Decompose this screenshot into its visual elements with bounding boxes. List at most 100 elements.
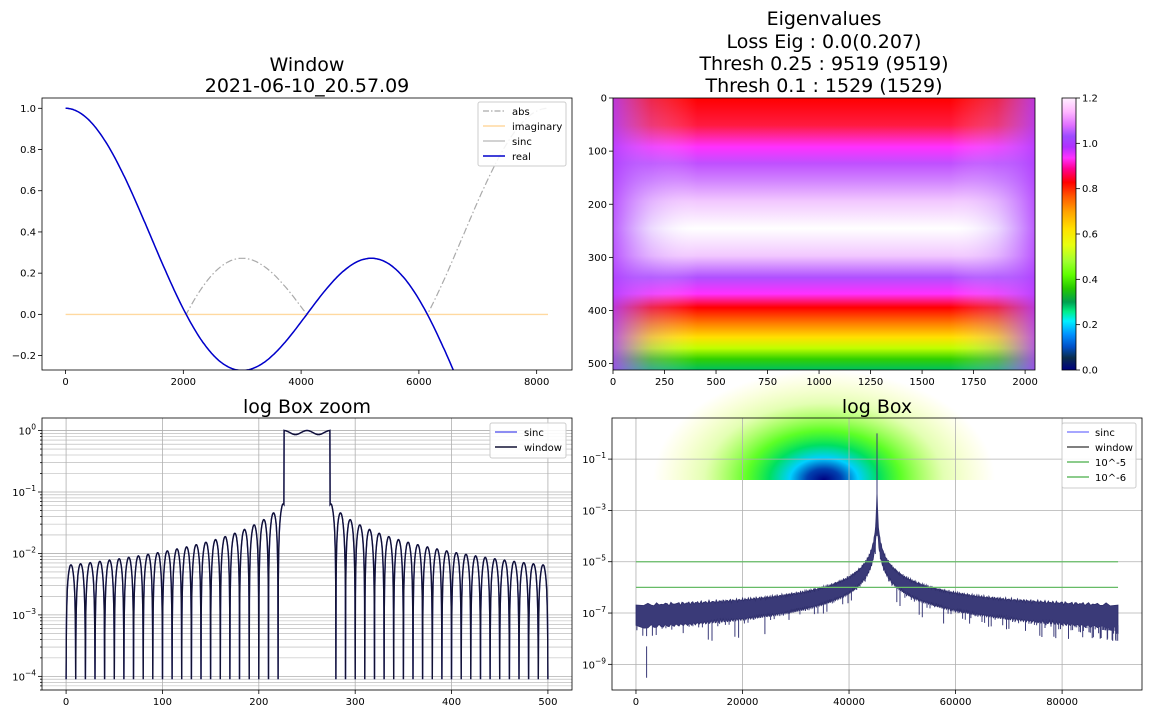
series-line-real bbox=[65, 107, 455, 370]
log-box-legend: sinc window 10^-5 10^-6 bbox=[1061, 422, 1137, 489]
y-tick-label: 100 bbox=[588, 147, 607, 158]
colorbar-ticks: 0.0 0.2 0.4 0.6 0.8 1.0 1.2 bbox=[1076, 94, 1098, 377]
y-tick-label: 0.6 bbox=[20, 186, 36, 197]
legend-label-10^-5: 10^-5 bbox=[1095, 458, 1126, 469]
y-tick-label: 300 bbox=[588, 253, 607, 264]
colorbar-tick-label: 0.8 bbox=[1082, 184, 1098, 195]
window-title-line-1: Window bbox=[270, 54, 345, 76]
y-tick-label: 10−5 bbox=[582, 554, 606, 569]
x-tick-label: 1000 bbox=[806, 377, 831, 388]
legend-label-10^-6: 10^-6 bbox=[1095, 473, 1126, 484]
window-legend: abs imaginary sinc real bbox=[477, 101, 567, 167]
x-tick-label: 60000 bbox=[940, 697, 972, 708]
series-noise-window bbox=[636, 433, 1119, 678]
y-tick-label: 100 bbox=[18, 423, 36, 438]
y-tick-label: 10−1 bbox=[582, 451, 606, 466]
colorbar-tick-label: 0.0 bbox=[1082, 366, 1098, 377]
eigenvalues-title-line-4: Thresh 0.1 : 1529 (1529) bbox=[705, 75, 943, 97]
eigenvalues-title-line-2: Loss Eig : 0.0(0.207) bbox=[727, 31, 922, 53]
x-tick-label: 200 bbox=[249, 697, 268, 708]
eigenvalues-panel: Eigenvalues Loss Eig : 0.0(0.207) Thresh… bbox=[588, 8, 1098, 480]
y-tick-label: 10−2 bbox=[12, 545, 36, 560]
log-box-zoom-grid bbox=[42, 418, 572, 691]
colorbar-tick-label: 0.4 bbox=[1082, 275, 1098, 286]
legend-label-sinc: sinc bbox=[512, 137, 532, 148]
colorbar-tick-label: 1.0 bbox=[1082, 139, 1098, 150]
y-tick-label: 1.0 bbox=[20, 104, 36, 115]
eigenvalues-title-line-3: Thresh 0.25 : 9519 (9519) bbox=[698, 53, 948, 75]
window-plot-area bbox=[65, 107, 548, 370]
log-box-zoom-ticks: 0 100 200 300 400 500 10−4 10−3 10−2 10−1 100 bbox=[12, 423, 557, 708]
x-tick-label: 2000 bbox=[1012, 377, 1037, 388]
x-tick-label: 250 bbox=[655, 377, 674, 388]
y-tick-label: 0.8 bbox=[20, 145, 36, 156]
window-axes-frame bbox=[41, 97, 573, 371]
y-tick-label: 10−7 bbox=[582, 605, 606, 620]
x-tick-label: 0 bbox=[63, 697, 69, 708]
y-tick-label: 0.2 bbox=[20, 269, 36, 280]
x-tick-label: 6000 bbox=[406, 377, 431, 388]
x-tick-label: 4000 bbox=[288, 377, 313, 388]
x-tick-label: 400 bbox=[442, 697, 461, 708]
x-tick-label: 0 bbox=[633, 697, 639, 708]
x-tick-label: 500 bbox=[706, 377, 725, 388]
eigenvalues-axes-frame bbox=[612, 97, 1036, 371]
series-line-sinc bbox=[65, 429, 549, 680]
colorbar-tick-label: 0.6 bbox=[1082, 230, 1098, 241]
y-tick-label: 0 bbox=[601, 94, 607, 105]
window-ticks: 0 2000 4000 6000 8000 −0.2 0.0 0.2 0.4 0.6 0.8 1.0 bbox=[12, 104, 550, 388]
window-panel: Window 2021-06-10_20.57.09 0 2000 4000 6000… bbox=[12, 54, 573, 388]
y-tick-label: 10−4 bbox=[12, 668, 36, 683]
log-box-zoom-plot-area bbox=[65, 429, 549, 680]
legend-label-sinc: sinc bbox=[524, 428, 544, 439]
log-box-zoom-panel: log Box zoom 0 100 200 300 400 500 10−4 10−3 10−… bbox=[12, 396, 573, 708]
x-tick-label: 2000 bbox=[171, 377, 196, 388]
log-box-zoom-axes-frame bbox=[41, 417, 573, 691]
legend-label-real: real bbox=[512, 152, 531, 163]
y-tick-label: 10−3 bbox=[12, 607, 36, 622]
x-tick-label: 500 bbox=[538, 697, 557, 708]
log-box-zoom-legend: sinc window bbox=[489, 422, 567, 459]
legend-label-imaginary: imaginary bbox=[512, 122, 562, 133]
x-tick-label: 1250 bbox=[858, 377, 883, 388]
eigenvalues-title-line-1: Eigenvalues bbox=[767, 8, 882, 30]
colorbar bbox=[1061, 97, 1077, 371]
x-tick-label: 8000 bbox=[524, 377, 549, 388]
legend-label-sinc: sinc bbox=[1095, 428, 1115, 439]
log-box-plot-area bbox=[635, 433, 1119, 678]
legend-label-abs: abs bbox=[512, 107, 530, 118]
x-tick-label: 40000 bbox=[833, 697, 865, 708]
x-tick-label: 1500 bbox=[909, 377, 934, 388]
colorbar-tick-label: 0.2 bbox=[1082, 320, 1098, 331]
log-box-panel: log Box 0 20000 40000 60000 80000 10−9 10−7 10−… bbox=[582, 396, 1143, 708]
log-box-ticks: 0 20000 40000 60000 80000 10−9 10−7 10−5 10−3 10−… bbox=[582, 451, 1078, 708]
colorbar-tick-label: 1.2 bbox=[1082, 94, 1098, 105]
y-tick-label: 400 bbox=[588, 306, 607, 317]
y-tick-label: 10−3 bbox=[582, 502, 606, 517]
x-tick-label: 100 bbox=[153, 697, 172, 708]
x-tick-label: 20000 bbox=[727, 697, 759, 708]
log-box-title: log Box bbox=[842, 396, 912, 418]
eigenvalues-ticks: 0 250 500 750 1000 1250 1500 1750 2000 0 100 200 300… bbox=[588, 94, 1038, 389]
x-tick-label: 0 bbox=[610, 377, 616, 388]
x-tick-label: 80000 bbox=[1046, 697, 1078, 708]
y-tick-label: 500 bbox=[588, 359, 607, 370]
window-title-line-2: 2021-06-10_20.57.09 bbox=[205, 75, 410, 97]
x-tick-label: 300 bbox=[346, 697, 365, 708]
x-tick-label: 750 bbox=[758, 377, 777, 388]
legend-label-window: window bbox=[524, 443, 562, 454]
log-box-zoom-title: log Box zoom bbox=[243, 396, 371, 418]
y-tick-label: 10−9 bbox=[582, 656, 606, 671]
legend-label-window: window bbox=[1095, 443, 1133, 454]
y-tick-label: 10−1 bbox=[12, 484, 36, 499]
y-tick-label: −0.2 bbox=[12, 351, 36, 362]
y-tick-label: 200 bbox=[588, 200, 607, 211]
x-tick-label: 0 bbox=[62, 377, 68, 388]
series-line-abs bbox=[65, 107, 548, 316]
y-tick-label: 0.4 bbox=[20, 227, 36, 238]
log-box-axes-frame bbox=[611, 417, 1143, 691]
y-tick-label: 0.0 bbox=[20, 310, 36, 321]
series-line-window bbox=[65, 429, 549, 680]
eigenvalues-image bbox=[613, 98, 1035, 480]
